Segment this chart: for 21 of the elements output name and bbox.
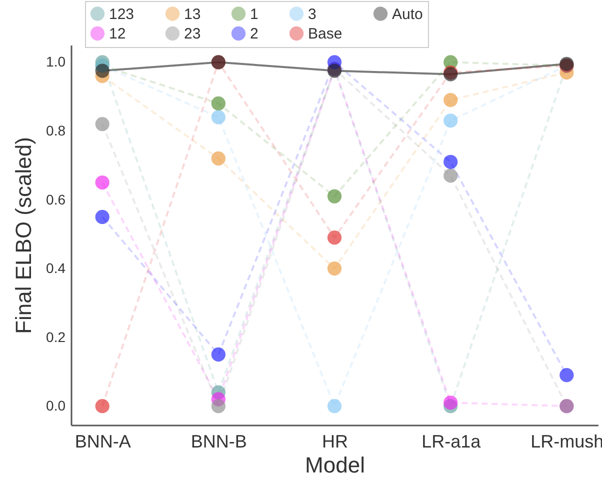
y-tick-label: 0.2 (46, 328, 66, 345)
x-tick-label: BNN-A (74, 432, 131, 452)
y-tick-label: 0.4 (46, 260, 66, 276)
legend-label: 13 (184, 6, 201, 23)
x-axis-title: Model (305, 452, 365, 478)
x-tick-label: LR-a1a (422, 432, 482, 452)
y-tick-label: 0.0 (46, 398, 66, 414)
legend-label: Base (308, 26, 342, 42)
legend-label: 23 (184, 26, 201, 42)
y-tick-label: 0.8 (46, 122, 66, 138)
x-tick-label: BNN-B (190, 432, 247, 452)
y-tick-label: 1.0 (46, 54, 66, 70)
legend-label: 12 (109, 26, 126, 42)
legend-label: 1 (250, 6, 258, 23)
y-axis-title: Final ELBO (scaled) (11, 137, 36, 334)
legend-label: Auto (392, 6, 423, 23)
legend-label: 3 (308, 6, 316, 23)
legend-label: 123 (109, 6, 134, 23)
y-tick-label: 0.6 (46, 191, 66, 208)
x-tick-label: HR (322, 432, 348, 452)
legend-label: 2 (250, 26, 258, 42)
